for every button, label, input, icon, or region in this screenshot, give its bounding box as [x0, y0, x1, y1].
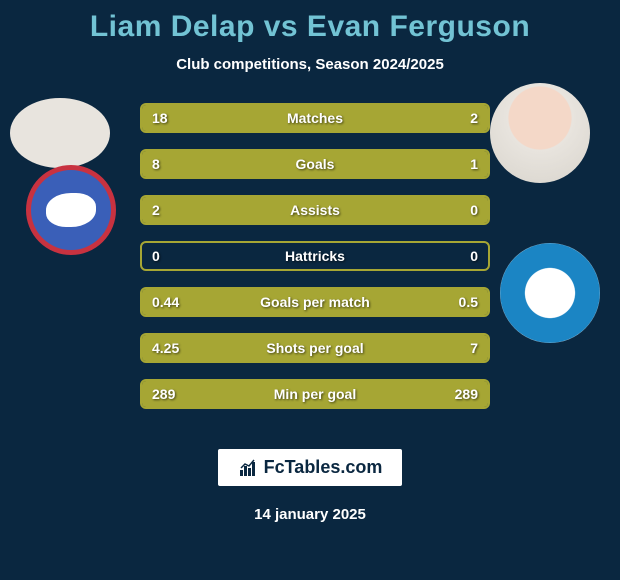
- stat-bar-right: [450, 151, 488, 177]
- player-right-photo: [490, 83, 590, 183]
- brand-icon: [238, 458, 258, 478]
- stat-label: Hattricks: [285, 248, 345, 264]
- page-subtitle: Club competitions, Season 2024/2025: [176, 56, 444, 73]
- stat-value-right: 2: [470, 110, 478, 126]
- stat-label: Goals per match: [260, 294, 370, 310]
- stat-value-right: 7: [470, 340, 478, 356]
- stat-label: Goals: [296, 156, 335, 172]
- stat-row: 18 2 Matches: [140, 103, 490, 133]
- stat-label: Assists: [290, 202, 340, 218]
- stat-value-left: 0.44: [152, 294, 179, 310]
- stat-row: 0.44 0.5 Goals per match: [140, 287, 490, 317]
- stat-row: 8 1 Goals: [140, 149, 490, 179]
- brand-text: FcTables.com: [264, 457, 383, 478]
- stat-value-right: 1: [470, 156, 478, 172]
- page-title: Liam Delap vs Evan Ferguson: [90, 10, 530, 44]
- stat-label: Shots per goal: [266, 340, 363, 356]
- player-right-club-badge: [500, 243, 600, 343]
- chart-area: 18 2 Matches 8 1 Goals 2 0 Assists 0 0 Hattricks 0.4…: [0, 103, 620, 423]
- stat-value-right: 0.5: [459, 294, 478, 310]
- stat-row: 2 0 Assists: [140, 195, 490, 225]
- comparison-infographic: Liam Delap vs Evan Ferguson Club competi…: [0, 0, 620, 580]
- stat-value-left: 2: [152, 202, 160, 218]
- stat-value-left: 0: [152, 248, 160, 264]
- stat-row: 289 289 Min per goal: [140, 379, 490, 409]
- player-left-club-badge: [26, 165, 116, 255]
- stat-value-right: 289: [455, 386, 478, 402]
- stat-row: 4.25 7 Shots per goal: [140, 333, 490, 363]
- stat-value-right: 0: [470, 202, 478, 218]
- player-left-photo: [10, 98, 110, 168]
- brand-box: FcTables.com: [218, 449, 403, 486]
- stat-value-left: 18: [152, 110, 168, 126]
- stats-bars: 18 2 Matches 8 1 Goals 2 0 Assists 0 0 Hattricks 0.4…: [140, 103, 490, 425]
- stat-value-right: 0: [470, 248, 478, 264]
- stat-value-left: 8: [152, 156, 160, 172]
- stat-value-left: 4.25: [152, 340, 179, 356]
- stat-value-left: 289: [152, 386, 175, 402]
- stat-label: Matches: [287, 110, 343, 126]
- stat-row: 0 0 Hattricks: [140, 241, 490, 271]
- stat-label: Min per goal: [274, 386, 356, 402]
- date-text: 14 january 2025: [254, 506, 366, 523]
